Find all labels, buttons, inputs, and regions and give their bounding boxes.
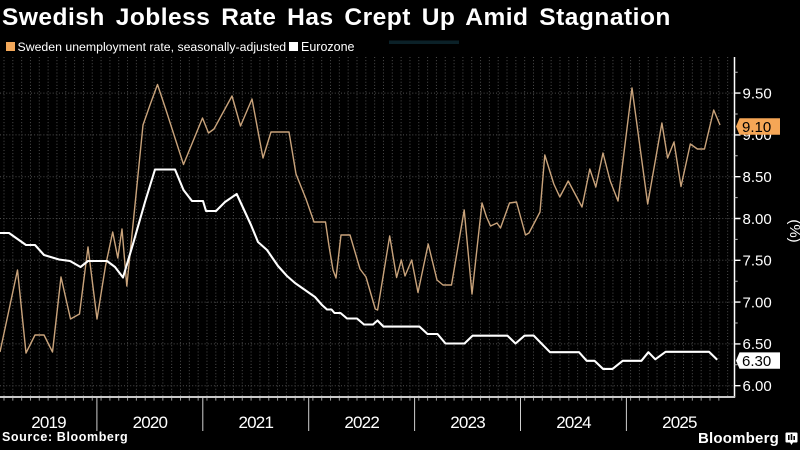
svg-text:2020: 2020 [133,413,168,432]
svg-text:8.50: 8.50 [743,169,772,186]
svg-text:9.10: 9.10 [742,119,771,136]
svg-text:2024: 2024 [556,413,591,432]
svg-text:2022: 2022 [344,413,379,432]
svg-text:9.50: 9.50 [743,85,772,102]
svg-text:7.00: 7.00 [743,294,772,311]
svg-text:8.00: 8.00 [743,211,772,228]
svg-text:6.00: 6.00 [743,378,772,395]
svg-text:2021: 2021 [238,413,273,432]
svg-text:2023: 2023 [450,413,485,432]
svg-text:(%): (%) [786,219,800,242]
svg-text:2025: 2025 [662,413,697,432]
svg-text:7.50: 7.50 [743,253,772,270]
svg-text:6.50: 6.50 [743,336,772,353]
svg-text:6.30: 6.30 [742,353,771,370]
svg-text:2019: 2019 [31,413,66,432]
